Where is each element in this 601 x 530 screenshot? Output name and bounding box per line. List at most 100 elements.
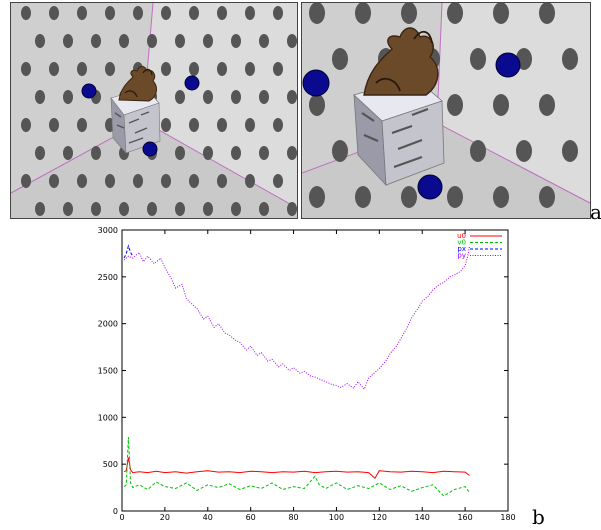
- wall-dot: [217, 62, 227, 76]
- plot-frame: [121, 229, 509, 512]
- wall-dot: [309, 94, 325, 116]
- wall-dot: [147, 202, 157, 216]
- legend-label-u0: u0: [457, 232, 466, 240]
- wall-dot: [77, 6, 87, 20]
- wall-dot: [147, 34, 157, 48]
- wall-dot: [105, 62, 115, 76]
- scene-photo-wide: [10, 2, 298, 219]
- wall-dot: [189, 174, 199, 188]
- blue-sphere: [302, 69, 330, 97]
- wall-dot: [273, 6, 283, 20]
- wall-dot: [77, 62, 87, 76]
- y-tick-label: 500: [103, 460, 118, 469]
- x-tick-label: 160: [457, 513, 472, 522]
- wall-dot: [493, 186, 509, 208]
- x-tick-label: 0: [119, 513, 124, 522]
- wall-dot: [447, 186, 463, 208]
- scene-photo-zoomed: [301, 2, 591, 219]
- wall-dot: [287, 146, 297, 160]
- y-tick-label: 0: [113, 507, 118, 516]
- wall-dot: [161, 62, 171, 76]
- wall-dot: [273, 118, 283, 132]
- wall-dot: [63, 90, 73, 104]
- x-tick-label: 40: [203, 513, 213, 522]
- wall-dot: [49, 6, 59, 20]
- wall-dot: [161, 118, 171, 132]
- wall-dot: [63, 202, 73, 216]
- wall-dot: [161, 6, 171, 20]
- wall-dot: [539, 186, 555, 208]
- wall-dot: [562, 140, 578, 162]
- wall-dot: [77, 118, 87, 132]
- x-tick-label: 80: [288, 513, 298, 522]
- wall-dot: [273, 62, 283, 76]
- wall-dot: [287, 34, 297, 48]
- wall-dot: [259, 90, 269, 104]
- x-tick-label: 60: [246, 513, 256, 522]
- wall-dot: [21, 6, 31, 20]
- series-line-px: [123, 244, 134, 259]
- wall-dot: [203, 34, 213, 48]
- floor: [11, 121, 297, 218]
- wall-dot: [562, 48, 578, 70]
- legend-label-py: py: [457, 252, 466, 260]
- wall-dot: [133, 6, 143, 20]
- blue-sphere: [495, 52, 521, 78]
- wall-dot: [203, 90, 213, 104]
- wall-dot: [35, 202, 45, 216]
- x-tick-label: 100: [329, 513, 344, 522]
- wall-dot: [259, 146, 269, 160]
- wall-dot: [245, 62, 255, 76]
- wall-dot: [161, 174, 171, 188]
- wall-dot: [175, 146, 185, 160]
- wall-dot: [105, 174, 115, 188]
- x-tick-label: 180: [500, 513, 515, 522]
- wall-dot: [63, 34, 73, 48]
- wall-dot: [231, 90, 241, 104]
- wall-dot: [245, 6, 255, 20]
- wall-dot: [217, 174, 227, 188]
- floor-edge-right: [142, 120, 297, 209]
- blue-sphere: [417, 174, 443, 200]
- wall-dot: [21, 118, 31, 132]
- wall-dot: [259, 202, 269, 216]
- wall-dot: [77, 174, 87, 188]
- series-lines: [123, 244, 470, 497]
- wall-dot: [231, 202, 241, 216]
- wall-dot: [287, 90, 297, 104]
- dragon-statue: [363, 27, 439, 96]
- wall-dot: [447, 3, 463, 24]
- wall-dot: [49, 62, 59, 76]
- wall-dot: [539, 94, 555, 116]
- wall-dot: [401, 186, 417, 208]
- wall-dot: [447, 94, 463, 116]
- wall-dot: [273, 174, 283, 188]
- figure-label-b: b: [532, 505, 545, 529]
- wall-dot: [493, 3, 509, 24]
- x-tick-label: 140: [415, 513, 430, 522]
- wall-dot: [49, 174, 59, 188]
- series-line-u0: [123, 457, 470, 479]
- wall-dot: [189, 62, 199, 76]
- floor-edge-right: [436, 122, 590, 204]
- y-tick-label: 1500: [98, 367, 118, 376]
- wall-dot: [175, 202, 185, 216]
- wall-dot: [332, 48, 348, 70]
- wall-dot: [49, 118, 59, 132]
- dragon-statue: [118, 66, 157, 102]
- wall-dot: [35, 146, 45, 160]
- wall-dot: [355, 186, 371, 208]
- right-wall: [143, 3, 297, 208]
- wall-dot: [91, 34, 101, 48]
- textured-cube: [353, 76, 445, 187]
- wall-dot: [35, 90, 45, 104]
- left-wall: [11, 3, 153, 193]
- wall-dot: [516, 140, 532, 162]
- x-tick-label: 20: [160, 513, 170, 522]
- blue-sphere: [81, 83, 97, 99]
- wall-dot: [355, 3, 371, 24]
- wall-dot: [309, 3, 325, 24]
- wall-dot: [119, 202, 129, 216]
- y-tick-label: 1000: [98, 413, 118, 422]
- wall-dot: [231, 34, 241, 48]
